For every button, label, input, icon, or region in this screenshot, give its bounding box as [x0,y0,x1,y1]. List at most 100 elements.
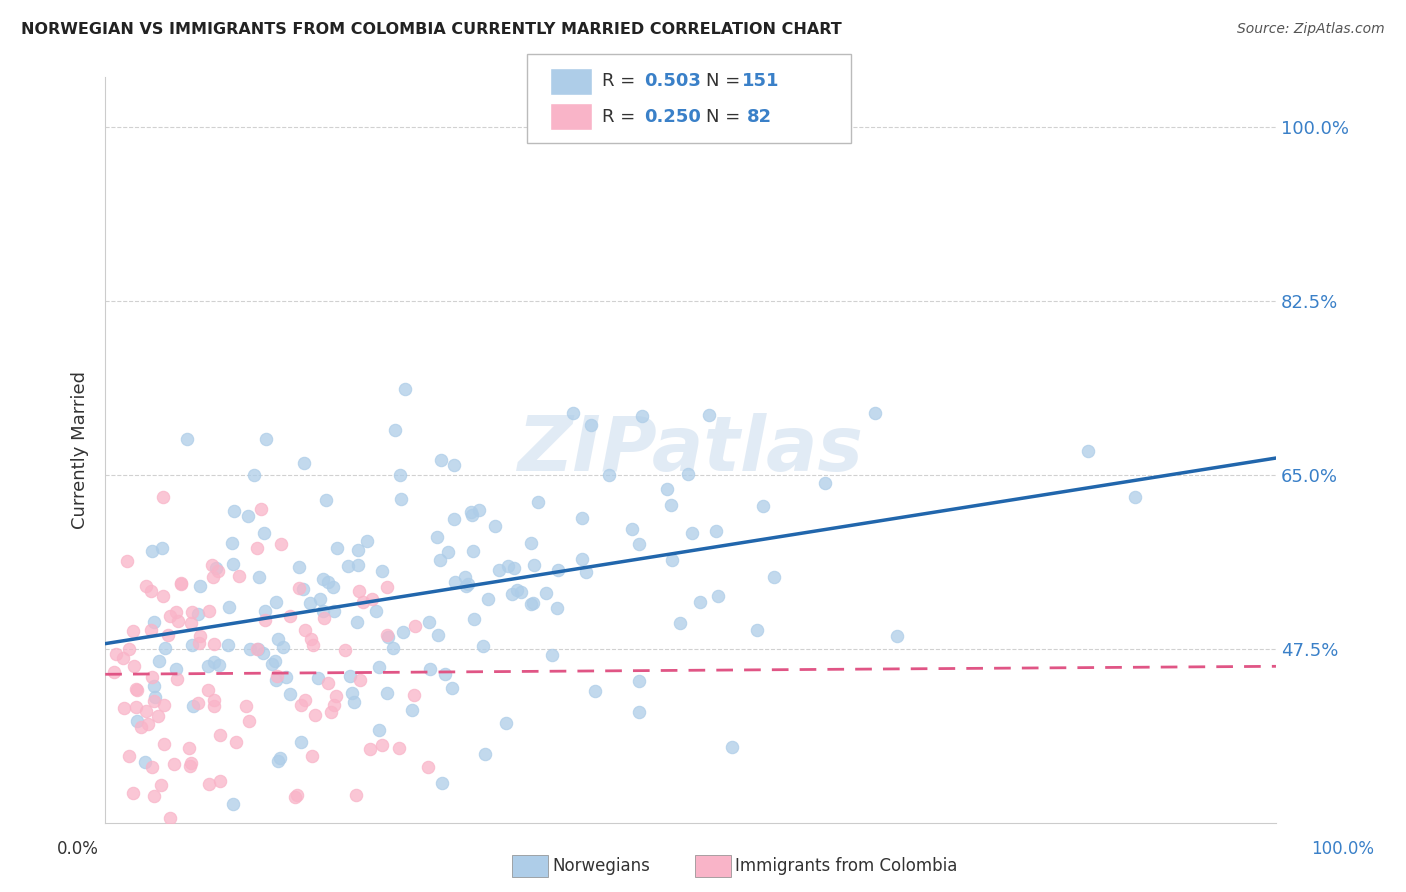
Point [523,558,546,573]
Point [142,615,165,629]
Point [477,592,499,607]
Point [316,574,339,589]
Point [141,670,163,684]
Point [143,679,166,693]
Point [361,591,384,606]
Point [112,701,135,715]
Point [419,662,441,676]
Text: 100.0%: 100.0% [1312,840,1374,858]
Point [456,579,478,593]
Point [520,536,543,550]
Point [181,699,204,714]
Point [165,606,187,620]
Point [322,580,344,594]
Point [238,714,260,729]
Point [202,698,225,713]
Point [312,572,335,586]
Text: NORWEGIAN VS IMMIGRANTS FROM COLOMBIA CURRENTLY MARRIED CORRELATION CHART: NORWEGIAN VS IMMIGRANTS FROM COLOMBIA CU… [21,22,842,37]
Point [337,558,360,573]
Point [762,570,785,584]
Point [152,490,174,504]
Point [301,749,323,764]
Point [121,624,143,639]
Text: 0.503: 0.503 [644,72,700,90]
Point [375,686,398,700]
Point [274,670,297,684]
Point [291,582,314,597]
Point [228,568,250,582]
Point [430,452,453,467]
Point [176,433,198,447]
Point [689,595,711,609]
Point [187,607,209,622]
Point [471,640,494,654]
Point [264,673,287,688]
Point [384,423,406,437]
Point [180,605,202,619]
Point [143,694,166,708]
Point [484,519,506,533]
Point [304,707,326,722]
Point [323,698,346,713]
Text: N =: N = [706,108,745,126]
Point [141,623,163,637]
Point [389,491,412,506]
Point [865,405,887,419]
Point [326,541,349,556]
Point [461,543,484,558]
Point [364,604,387,618]
Point [246,641,269,656]
Point [127,714,149,729]
Point [375,627,398,641]
Point [138,717,160,731]
Point [461,508,484,522]
Point [159,609,181,624]
Point [117,554,139,568]
Point [429,553,451,567]
Point [534,586,557,600]
Point [129,720,152,734]
Point [347,558,370,572]
Point [249,570,271,584]
Point [368,723,391,738]
Point [222,504,245,518]
Point [156,628,179,642]
Point [299,632,322,646]
Point [250,502,273,516]
Point [444,575,467,590]
Point [541,648,564,663]
Text: R =: R = [602,108,641,126]
Text: R =: R = [602,72,641,90]
Point [436,545,458,559]
Point [180,756,202,770]
Point [294,693,316,707]
Point [522,596,544,610]
Text: Norwegians: Norwegians [553,857,651,875]
Point [371,738,394,752]
Point [262,657,284,671]
Point [370,564,392,578]
Point [432,776,454,790]
Point [122,786,145,800]
Point [143,690,166,704]
Point [579,418,602,433]
Point [141,544,163,558]
Point [104,648,127,662]
Point [1123,491,1146,505]
Point [187,696,209,710]
Point [179,758,201,772]
Point [153,641,176,656]
Point [242,467,264,482]
Point [707,589,730,603]
Point [298,596,321,610]
Point [468,503,491,517]
Point [434,667,457,681]
Point [495,716,517,731]
Point [426,628,449,642]
Point [153,738,176,752]
Point [221,536,243,550]
Point [125,683,148,698]
Point [252,646,274,660]
Point [202,636,225,650]
Point [139,583,162,598]
